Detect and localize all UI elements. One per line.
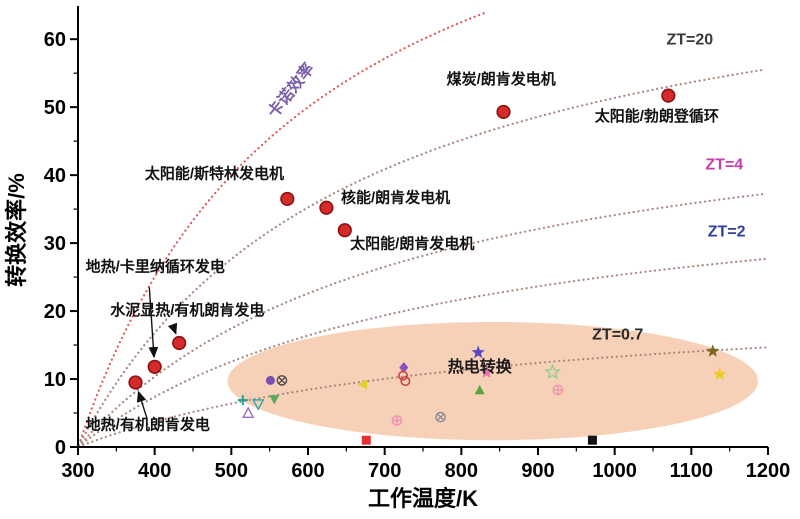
te-point-triangle-left <box>357 379 368 390</box>
te-point-star <box>713 367 727 380</box>
axes-layer: 300 400 500 600 700 800 900 1000 1100 1200 0 10 20 30… <box>44 6 791 482</box>
heat-engine-point <box>128 375 143 390</box>
heat-engine-label: 太阳能/斯特林发电机 <box>145 165 284 183</box>
heat-engine-point <box>319 200 334 215</box>
te-point-circle-open <box>400 376 411 387</box>
heat-engine-point <box>661 88 676 103</box>
y-axis-title: 转换效率/% <box>4 173 29 287</box>
te-point-star <box>480 365 494 378</box>
heat-engine-label: 煤炭/朗肯发电机 <box>447 70 556 88</box>
te-point-circle-x <box>435 411 446 423</box>
heat-engine-label: 地热/卡里纳循环发电 <box>86 258 225 276</box>
te-point-star <box>471 345 485 359</box>
annotation-arrow <box>167 322 178 335</box>
carnot-efficiency-curve <box>77 11 488 446</box>
y-tick-label: 0 <box>55 437 66 459</box>
x-tick-label: 900 <box>521 460 554 482</box>
te-point-circle-open <box>398 370 409 381</box>
te-point-circle-x <box>437 413 445 421</box>
x-tick-label: 300 <box>61 460 94 482</box>
x-tick-label: 400 <box>138 460 171 482</box>
heat-engine-label: 核能/朗肯发电机 <box>341 188 450 206</box>
heat-engine-point <box>496 104 511 120</box>
te-point-triangle-open <box>242 406 255 418</box>
te-point-circle-x <box>278 376 286 384</box>
y-tick-label: 40 <box>44 165 66 187</box>
y-tick-label: 10 <box>44 369 66 391</box>
y-tick-label: 30 <box>44 233 66 255</box>
zt-curve-label-2: ZT=2 <box>708 223 746 240</box>
zt-curve-label-20: ZT=20 <box>666 32 713 49</box>
heat-engine-label: 太阳能/勃朗登循环 <box>595 107 719 125</box>
te-point-diamond <box>399 362 409 373</box>
te-point-square <box>587 435 597 445</box>
te-point-triangle-down <box>269 395 280 405</box>
heat-engine-point <box>337 223 352 238</box>
x-axis-title: 工作温度/K <box>368 486 478 511</box>
annotation-arrow <box>148 287 159 359</box>
te-point-triangle-down-open <box>252 399 265 411</box>
x-tick-label: 600 <box>291 460 324 482</box>
te-point-circle <box>265 375 275 385</box>
y-tick-label: 50 <box>44 97 66 119</box>
thermoelectric-region-ellipse <box>227 321 759 441</box>
thermoelectric-region-label: 热电转换 <box>448 357 513 376</box>
te-point-square <box>361 435 371 445</box>
heat-engine-point <box>172 335 187 351</box>
y-tick-label: 60 <box>44 29 66 51</box>
heat-engine-label: 地热/有机朗肯发电 <box>86 415 210 433</box>
zt-curve-label-0_7: ZT=0.7 <box>592 327 643 344</box>
x-tick-label: 1000 <box>592 460 637 482</box>
annotation-arrow <box>136 390 148 419</box>
heat-engine-point <box>280 191 295 207</box>
thermoelectric-region-layer <box>227 321 759 441</box>
heat-engine-label: 太阳能/朗肯发电机 <box>350 235 474 253</box>
x-tick-label: 500 <box>215 460 248 482</box>
te-point-star <box>706 344 720 357</box>
zt-curve-label-4: ZT=4 <box>705 157 743 174</box>
zt-curve-2 <box>77 257 767 448</box>
x-tick-label: 1100 <box>670 460 713 482</box>
te-point-star-open <box>544 363 561 380</box>
te-point-circle-x <box>276 375 288 386</box>
curves-layer <box>77 11 767 448</box>
zt-curve-4 <box>77 192 767 448</box>
te-point-triangle-up <box>474 384 485 395</box>
zt-curve-0_7 <box>77 346 767 448</box>
x-tick-label: 800 <box>445 460 478 482</box>
heat-engine-point <box>147 359 162 374</box>
x-tick-label: 700 <box>368 460 401 482</box>
y-tick-label: 20 <box>44 301 66 323</box>
labels-layer: 煤炭/朗肯发电机太阳能/勃朗登循环太阳能/斯特林发电机核能/朗肯发电机太阳能/朗… <box>86 32 746 434</box>
x-tick-label: 1200 <box>746 460 791 482</box>
points-layer <box>128 88 727 445</box>
zt-curve-20 <box>77 68 767 447</box>
heat-engine-label: 水泥显热/有机朗肯发电 <box>110 301 264 319</box>
carnot-curve-label: 卡诺效率 <box>263 59 317 121</box>
